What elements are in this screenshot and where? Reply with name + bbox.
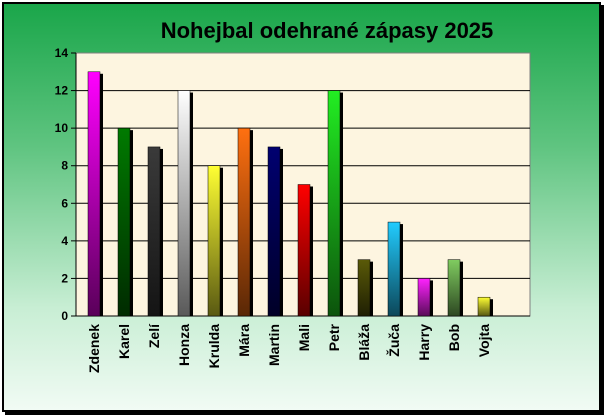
x-tick-label: Mali: [296, 324, 312, 351]
bar-bob: [447, 259, 461, 317]
bars: [87, 71, 493, 317]
chart-title: Nohejbal odehrané zápasy 2025: [161, 18, 494, 43]
x-tick-label: Bláža: [356, 324, 372, 361]
bar-petr: [327, 90, 341, 317]
bar-blaza: [357, 259, 371, 317]
bar-zdenek: [87, 71, 101, 317]
x-tick-label: Honza: [176, 324, 192, 366]
y-tick-label: 4: [61, 234, 68, 248]
x-tick-label: Petr: [326, 323, 342, 351]
bar-zeli: [147, 146, 161, 317]
bar-mara: [237, 127, 251, 317]
x-tick-label: Zdenek: [86, 324, 102, 373]
x-tick-label: Karel: [116, 324, 132, 359]
x-tick-label: Zelí: [146, 323, 162, 348]
x-tick-label: Krulda: [206, 324, 222, 369]
y-tick-label: 2: [61, 271, 68, 285]
bar-harry: [417, 278, 431, 317]
bar-karel: [117, 127, 131, 317]
y-tick-label: 6: [61, 196, 68, 210]
bar-honza: [177, 90, 191, 317]
x-tick-label: Harry: [416, 324, 432, 361]
x-tick-label: Mára: [236, 324, 252, 357]
y-tick-label: 12: [55, 84, 69, 98]
bar-mali: [297, 184, 311, 317]
x-axis-labels: Zdenek Karel Zelí Honza Krulda Mára Martin Mali…: [86, 323, 492, 373]
bar-martin: [267, 146, 281, 317]
x-tick-label: Vojta: [476, 324, 492, 357]
bar-zuca: [387, 221, 401, 317]
y-tick-label: 8: [61, 159, 68, 173]
y-tick-label: 0: [61, 309, 68, 323]
x-tick-label: Žuča: [385, 324, 402, 357]
x-tick-label: Bob: [446, 324, 462, 351]
bar-krulda: [207, 165, 221, 317]
y-tick-label: 14: [55, 46, 69, 60]
x-tick-label: Martin: [266, 324, 282, 366]
y-tick-label: 10: [55, 121, 69, 135]
bar-vojta: [477, 296, 491, 317]
